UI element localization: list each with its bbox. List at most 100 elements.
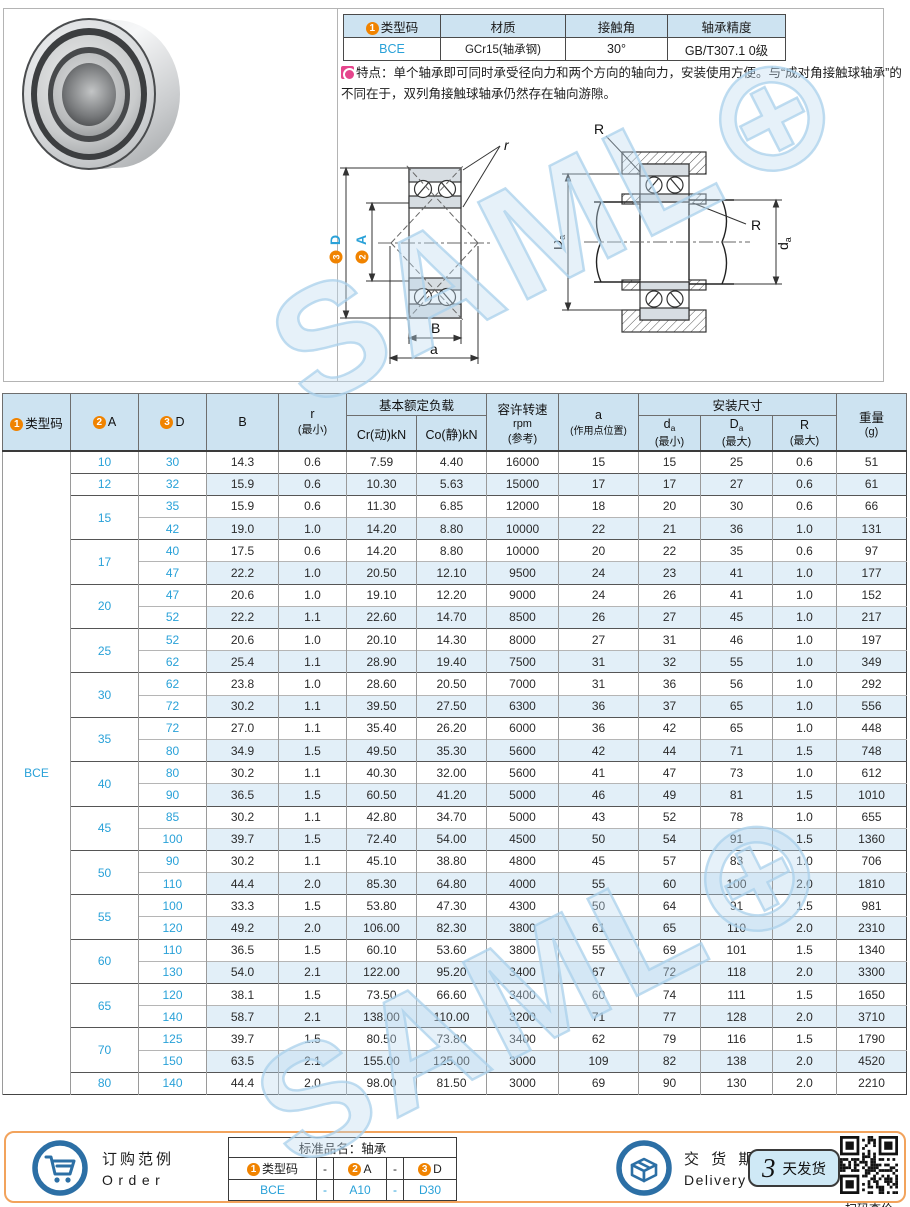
data-cell: 22.2 xyxy=(206,605,279,629)
data-cell: 20.10 xyxy=(346,627,417,651)
a-value-cell: 80 xyxy=(70,1071,139,1095)
data-cell: 1.0 xyxy=(772,672,837,696)
data-cell: 1.5 xyxy=(278,783,347,806)
data-cell: 130 xyxy=(700,1071,773,1095)
data-cell: 10000 xyxy=(486,517,559,540)
data-cell: 73.80 xyxy=(415,1027,487,1051)
data-cell: 66 xyxy=(836,494,907,518)
col-header-a-pos: a (作用点位置) xyxy=(558,393,640,452)
data-cell: 10000 xyxy=(486,539,559,562)
data-cell: 2.0 xyxy=(772,960,837,984)
data-cell: 0.6 xyxy=(772,494,837,518)
data-cell: 4000 xyxy=(486,872,559,895)
col-header-Da: Da (最大) xyxy=(700,415,774,452)
data-cell: 1.5 xyxy=(278,982,347,1006)
data-cell: 41.20 xyxy=(415,783,487,806)
dim-label-A: A xyxy=(353,235,369,245)
data-cell: 60 xyxy=(638,872,701,895)
data-cell: 26 xyxy=(638,583,701,607)
a-value-cell: 20 xyxy=(70,583,139,629)
data-cell: 65 xyxy=(638,916,701,940)
data-cell: 110 xyxy=(700,916,773,940)
data-cell: 131 xyxy=(836,517,907,540)
data-cell: 1010 xyxy=(836,783,907,806)
data-cell: 197 xyxy=(836,627,907,651)
data-cell: 7500 xyxy=(486,650,559,673)
data-cell: 30.2 xyxy=(206,694,279,718)
col-group-mounting: 安装尺寸 xyxy=(638,393,838,416)
data-cell: 7000 xyxy=(486,672,559,696)
dim-label-a: a xyxy=(430,341,438,357)
data-cell: 15 xyxy=(638,450,701,474)
data-cell: 54.0 xyxy=(206,960,279,984)
data-cell: 612 xyxy=(836,761,907,784)
data-cell: 22 xyxy=(638,539,701,562)
data-cell: 39.50 xyxy=(346,694,417,718)
data-cell: 349 xyxy=(836,650,907,673)
data-cell: 2210 xyxy=(836,1071,907,1095)
order-value-A: A10 xyxy=(333,1179,387,1201)
data-cell: 45 xyxy=(558,849,639,873)
data-cell: 14.30 xyxy=(415,627,487,651)
qr-code-block[interactable]: 扫码查价 xyxy=(838,1136,900,1207)
data-cell: 128 xyxy=(700,1005,773,1028)
data-cell: 1.5 xyxy=(772,938,837,962)
data-cell: 74 xyxy=(638,982,701,1006)
drawing-bearing-section: r 3 D 2 A B a xyxy=(327,137,510,364)
data-cell: 20 xyxy=(638,494,701,518)
data-cell: 1.1 xyxy=(278,650,347,673)
data-cell: 37 xyxy=(638,694,701,718)
d-value-cell: 32 xyxy=(138,472,207,496)
data-cell: 26 xyxy=(558,605,639,629)
data-cell: 41 xyxy=(700,561,773,585)
data-cell: 19.0 xyxy=(206,517,279,540)
col-header-B: B xyxy=(206,393,279,452)
data-cell: 55 xyxy=(558,872,639,895)
qr-code-icon[interactable] xyxy=(840,1136,898,1194)
data-cell: 1.0 xyxy=(278,583,347,607)
order-table-title: 标准品名：轴承 xyxy=(228,1137,457,1158)
data-cell: 4500 xyxy=(486,827,559,851)
col-header-weight: 重量 (g) xyxy=(836,393,908,452)
data-cell: 2.0 xyxy=(772,916,837,940)
data-cell: 51 xyxy=(836,450,907,474)
data-cell: 47.30 xyxy=(415,894,487,917)
a-value-cell: 25 xyxy=(70,627,139,673)
col-header-co: Co(静)kN xyxy=(415,415,488,452)
data-cell: 55 xyxy=(558,938,639,962)
data-cell: 58.7 xyxy=(206,1005,279,1028)
data-cell: 24 xyxy=(558,561,639,585)
dim-label-D: D xyxy=(327,235,343,245)
data-cell: 0.6 xyxy=(772,539,837,562)
data-cell: 81.50 xyxy=(415,1071,487,1095)
data-cell: 23 xyxy=(638,561,701,585)
delivery-title-cn: 交 货 期 xyxy=(684,1151,758,1168)
data-cell: 12.10 xyxy=(415,561,487,585)
frame-divider xyxy=(337,9,338,381)
data-cell: 35.40 xyxy=(346,716,417,740)
data-cell: 44 xyxy=(638,738,701,762)
data-cell: 65 xyxy=(700,716,773,740)
data-cell: 53.80 xyxy=(346,894,417,917)
col-header-rpm: 容许转速 rpm (参考) xyxy=(486,393,560,452)
data-cell: 15.9 xyxy=(206,472,279,496)
data-cell: 42 xyxy=(558,738,639,762)
data-cell: 22 xyxy=(558,517,639,540)
data-cell: 50 xyxy=(558,827,639,851)
a-value-cell: 50 xyxy=(70,849,139,895)
data-cell: 1.5 xyxy=(772,982,837,1006)
data-cell: 110.00 xyxy=(415,1005,487,1028)
dim-label-Da: Da xyxy=(554,235,567,250)
data-cell: 27.0 xyxy=(206,716,279,740)
data-cell: 80.50 xyxy=(346,1027,417,1051)
cart-icon xyxy=(32,1140,88,1196)
data-cell: 25.4 xyxy=(206,650,279,673)
delivery-box-icon xyxy=(616,1140,672,1196)
data-cell: 1.1 xyxy=(278,716,347,740)
order-title-en: Order xyxy=(102,1172,166,1188)
a-value-cell: 65 xyxy=(70,982,139,1028)
data-cell: 1.5 xyxy=(772,783,837,806)
data-cell: 41 xyxy=(558,761,639,784)
data-cell: 1.0 xyxy=(278,561,347,585)
